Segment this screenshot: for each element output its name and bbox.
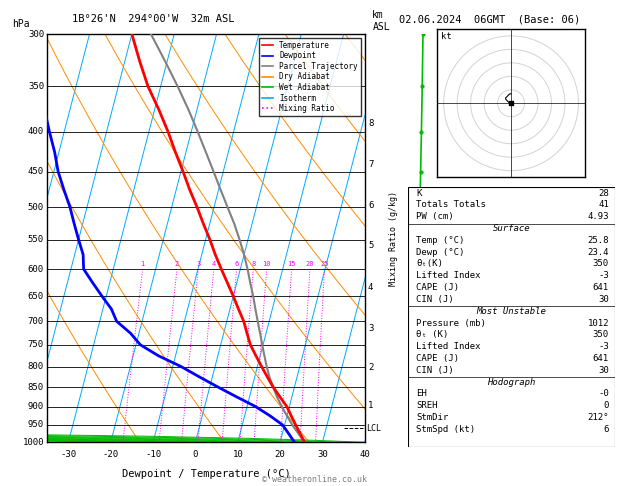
Text: 350: 350 [28, 82, 44, 91]
Text: 1B°26'N  294°00'W  32m ASL: 1B°26'N 294°00'W 32m ASL [72, 14, 235, 24]
Text: 40: 40 [359, 451, 370, 459]
Text: 300: 300 [28, 30, 44, 38]
Text: CIN (J): CIN (J) [416, 366, 454, 375]
Text: 8: 8 [251, 261, 255, 267]
Text: Dewpoint / Temperature (°C): Dewpoint / Temperature (°C) [121, 469, 291, 479]
Text: 1012: 1012 [587, 318, 609, 328]
Text: 4: 4 [368, 283, 374, 292]
Legend: Temperature, Dewpoint, Parcel Trajectory, Dry Adiabat, Wet Adiabat, Isotherm, Mi: Temperature, Dewpoint, Parcel Trajectory… [259, 38, 361, 116]
Text: StmDir: StmDir [416, 413, 448, 422]
Text: Hodograph: Hodograph [487, 378, 535, 387]
Text: 0: 0 [192, 451, 198, 459]
Text: 3: 3 [368, 324, 374, 333]
Text: 10: 10 [262, 261, 271, 267]
Text: θₜ (K): θₜ (K) [416, 330, 448, 339]
Text: © weatheronline.co.uk: © weatheronline.co.uk [262, 474, 367, 484]
Text: kt: kt [441, 32, 452, 41]
Text: 6: 6 [604, 425, 609, 434]
Text: 700: 700 [28, 317, 44, 326]
Text: 1: 1 [140, 261, 145, 267]
Text: 30: 30 [317, 451, 328, 459]
Text: StmSpd (kt): StmSpd (kt) [416, 425, 475, 434]
Text: -20: -20 [103, 451, 119, 459]
Text: 8: 8 [368, 120, 374, 128]
Text: Surface: Surface [493, 224, 530, 233]
Text: CIN (J): CIN (J) [416, 295, 454, 304]
Text: 28: 28 [598, 189, 609, 197]
Text: 500: 500 [28, 203, 44, 212]
Text: 4: 4 [212, 261, 216, 267]
Text: 25: 25 [320, 261, 329, 267]
Text: 3: 3 [196, 261, 200, 267]
Text: 650: 650 [28, 292, 44, 301]
Text: 4.93: 4.93 [587, 212, 609, 221]
Text: Dewp (°C): Dewp (°C) [416, 247, 464, 257]
Text: 350: 350 [593, 330, 609, 339]
Text: 2: 2 [368, 364, 374, 372]
Text: K: K [416, 189, 421, 197]
Text: -30: -30 [60, 451, 76, 459]
Text: Lifted Index: Lifted Index [416, 342, 481, 351]
Text: SREH: SREH [416, 401, 437, 410]
Text: hPa: hPa [13, 19, 30, 29]
Text: 400: 400 [28, 127, 44, 136]
Text: CAPE (J): CAPE (J) [416, 283, 459, 292]
Text: 20: 20 [275, 451, 286, 459]
Text: -0: -0 [598, 389, 609, 399]
Text: 950: 950 [28, 420, 44, 429]
Text: Most Unstable: Most Unstable [476, 307, 547, 316]
Text: CAPE (J): CAPE (J) [416, 354, 459, 363]
Text: 7: 7 [368, 160, 374, 169]
Text: 15: 15 [287, 261, 296, 267]
Text: Mixing Ratio (g/kg): Mixing Ratio (g/kg) [389, 191, 398, 286]
Text: 02.06.2024  06GMT  (Base: 06): 02.06.2024 06GMT (Base: 06) [399, 14, 581, 24]
Text: -3: -3 [598, 342, 609, 351]
Text: 800: 800 [28, 362, 44, 371]
Text: 30: 30 [598, 295, 609, 304]
Text: 850: 850 [28, 382, 44, 392]
Text: -3: -3 [598, 271, 609, 280]
Text: 550: 550 [28, 235, 44, 244]
Text: 641: 641 [593, 283, 609, 292]
Text: 5: 5 [368, 241, 374, 250]
Text: km
ASL: km ASL [372, 10, 390, 32]
Text: LCL: LCL [366, 424, 381, 433]
Text: 0: 0 [604, 401, 609, 410]
Text: 212°: 212° [587, 413, 609, 422]
Text: 1: 1 [368, 401, 374, 410]
Text: 6: 6 [368, 201, 374, 209]
Text: 10: 10 [232, 451, 243, 459]
Text: 41: 41 [598, 200, 609, 209]
Text: 350: 350 [593, 260, 609, 268]
Text: 20: 20 [306, 261, 314, 267]
Text: Lifted Index: Lifted Index [416, 271, 481, 280]
Text: 600: 600 [28, 264, 44, 274]
Text: 1000: 1000 [23, 438, 44, 447]
Text: 641: 641 [593, 354, 609, 363]
Text: 2: 2 [175, 261, 179, 267]
Text: Pressure (mb): Pressure (mb) [416, 318, 486, 328]
Text: Temp (°C): Temp (°C) [416, 236, 464, 245]
Text: 30: 30 [598, 366, 609, 375]
Text: 6: 6 [235, 261, 239, 267]
Text: EH: EH [416, 389, 426, 399]
Text: 25.8: 25.8 [587, 236, 609, 245]
Text: 900: 900 [28, 402, 44, 411]
Text: 450: 450 [28, 167, 44, 176]
Text: 23.4: 23.4 [587, 247, 609, 257]
Text: θₜ(K): θₜ(K) [416, 260, 443, 268]
Text: PW (cm): PW (cm) [416, 212, 454, 221]
Text: 750: 750 [28, 340, 44, 349]
Text: -10: -10 [145, 451, 161, 459]
Text: Totals Totals: Totals Totals [416, 200, 486, 209]
